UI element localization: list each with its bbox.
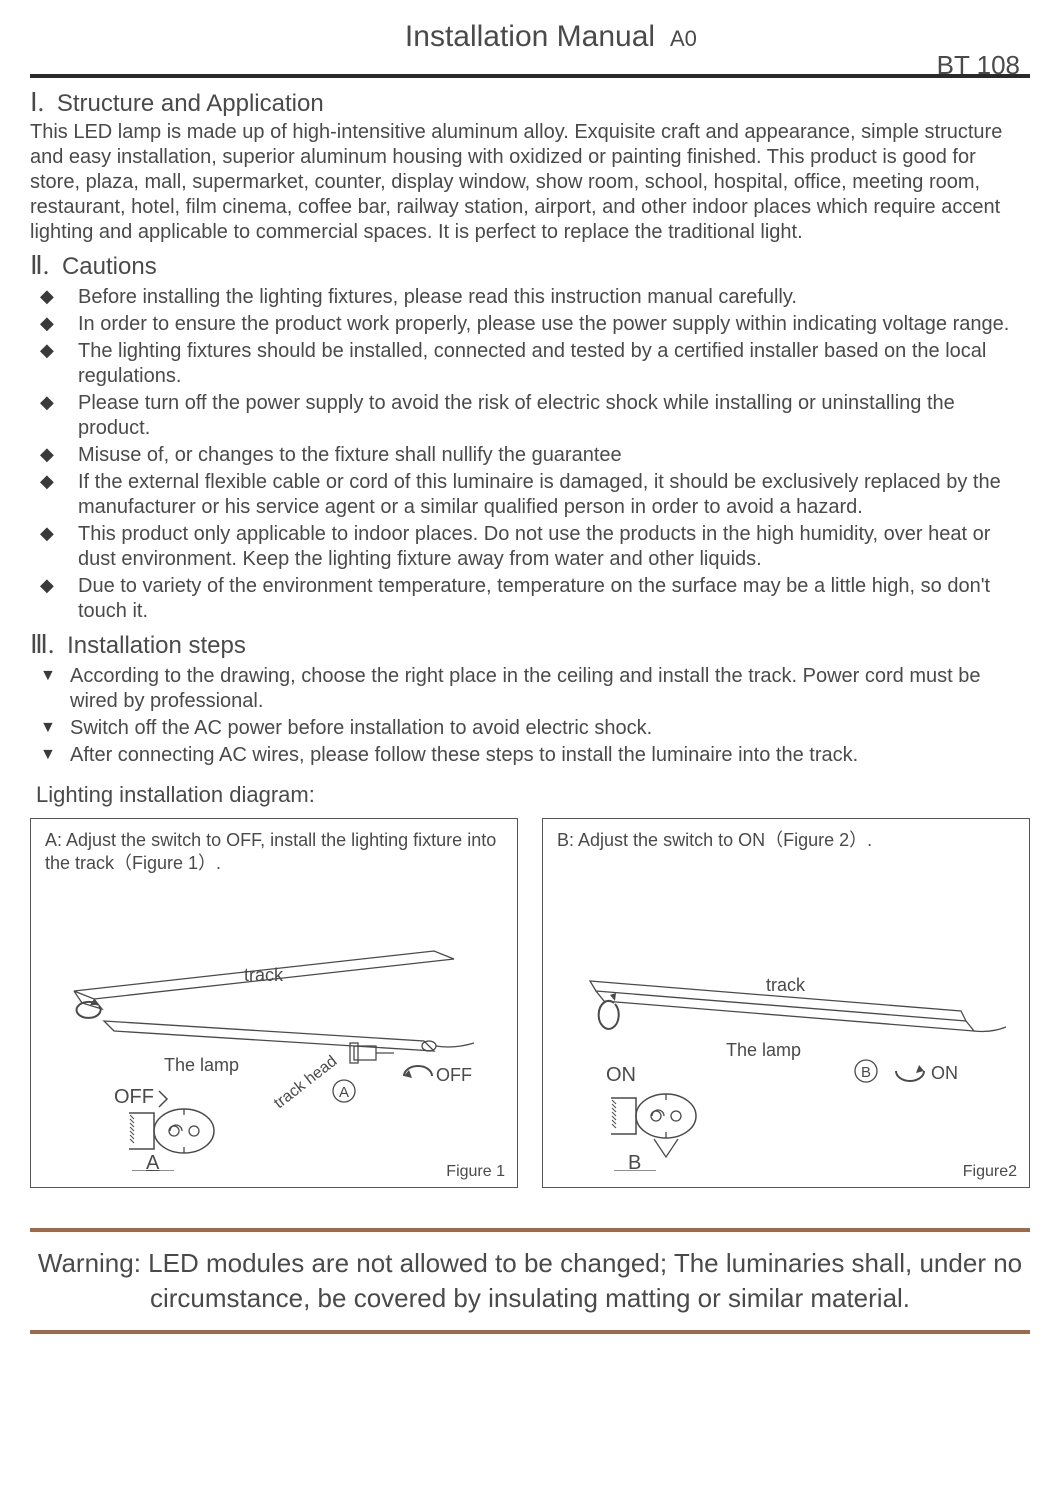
diagram-box-a: A: Adjust the switch to OFF, install the… xyxy=(30,818,518,1188)
label-on-right: ON xyxy=(931,1063,958,1083)
figure1-label: Figure 1 xyxy=(446,1163,505,1181)
warning-divider-top xyxy=(30,1228,1030,1232)
label-track-b: track xyxy=(766,975,806,995)
warning-block: Warning: LED modules are not allowed to … xyxy=(30,1228,1030,1334)
step-item: According to the drawing, choose the rig… xyxy=(30,664,1030,714)
caution-item: In order to ensure the product work prop… xyxy=(30,312,1030,337)
caution-item: This product only applicable to indoor p… xyxy=(30,522,1030,572)
caution-item: Due to variety of the environment temper… xyxy=(30,574,1030,624)
doc-title: Installation Manual xyxy=(30,20,1030,54)
label-marker-a: A xyxy=(339,1084,349,1101)
label-lamp-b: The lamp xyxy=(726,1040,801,1060)
diagram-heading: Lighting installation diagram: xyxy=(36,782,1030,808)
section1-numeral: Ⅰ. xyxy=(30,88,44,117)
diagram-b-svg: track The lamp B ON ON B xyxy=(557,891,1015,1171)
diagram-box-b: B: Adjust the switch to ON（Figure 2）. tr… xyxy=(542,818,1030,1188)
section1-body: This LED lamp is made up of high-intensi… xyxy=(30,120,1030,245)
caution-item: Before installing the lighting fixtures,… xyxy=(30,285,1030,310)
steps-list: According to the drawing, choose the rig… xyxy=(30,664,1030,768)
section2-title: Ⅱ. Cautions xyxy=(30,251,1030,281)
section3-heading: Installation steps xyxy=(67,632,246,659)
caution-item: The lighting fixtures should be installe… xyxy=(30,339,1030,389)
document-header: Installation Manual A0 BT 108 xyxy=(30,20,1030,66)
warning-divider-bottom xyxy=(30,1330,1030,1334)
step-item: After connecting AC wires, please follow… xyxy=(30,743,1030,768)
diagram-row: A: Adjust the switch to OFF, install the… xyxy=(30,818,1030,1188)
model-number: BT 108 xyxy=(937,50,1020,81)
diagram-b-caption: B: Adjust the switch to ON（Figure 2）. xyxy=(557,829,1015,879)
step-item: Switch off the AC power before installat… xyxy=(30,716,1030,741)
label-marker-b2: B xyxy=(628,1152,641,1171)
label-off-right: OFF xyxy=(436,1065,472,1085)
section3-title: Ⅲ. Installation steps xyxy=(30,630,1030,660)
revision-code: A0 xyxy=(670,26,697,52)
caution-item: Misuse of, or changes to the fixture sha… xyxy=(30,443,1030,468)
label-on-left: ON xyxy=(606,1064,636,1086)
label-marker-b: B xyxy=(861,1064,871,1081)
figure2-label: Figure2 xyxy=(963,1163,1017,1181)
caution-item: If the external flexible cable or cord o… xyxy=(30,470,1030,520)
warning-text: Warning: LED modules are not allowed to … xyxy=(30,1236,1030,1326)
section1-title: Ⅰ. Structure and Application xyxy=(30,88,1030,118)
section3-numeral: Ⅲ. xyxy=(30,630,54,659)
caution-item: Please turn off the power supply to avoi… xyxy=(30,391,1030,441)
diagram-a-caption: A: Adjust the switch to OFF, install the… xyxy=(45,829,503,879)
label-trackhead: track head xyxy=(271,1053,340,1112)
section2-numeral: Ⅱ. xyxy=(30,251,49,280)
section1-heading: Structure and Application xyxy=(57,90,324,117)
label-track: track xyxy=(244,965,284,985)
label-lamp: The lamp xyxy=(164,1055,239,1075)
header-divider xyxy=(30,74,1030,78)
label-off-left: OFF xyxy=(114,1086,154,1108)
label-marker-a2: A xyxy=(146,1152,160,1171)
section2-heading: Cautions xyxy=(62,253,157,280)
cautions-list: Before installing the lighting fixtures,… xyxy=(30,285,1030,624)
diagram-a-svg: track The lamp track head OFF A OFF xyxy=(45,891,503,1171)
